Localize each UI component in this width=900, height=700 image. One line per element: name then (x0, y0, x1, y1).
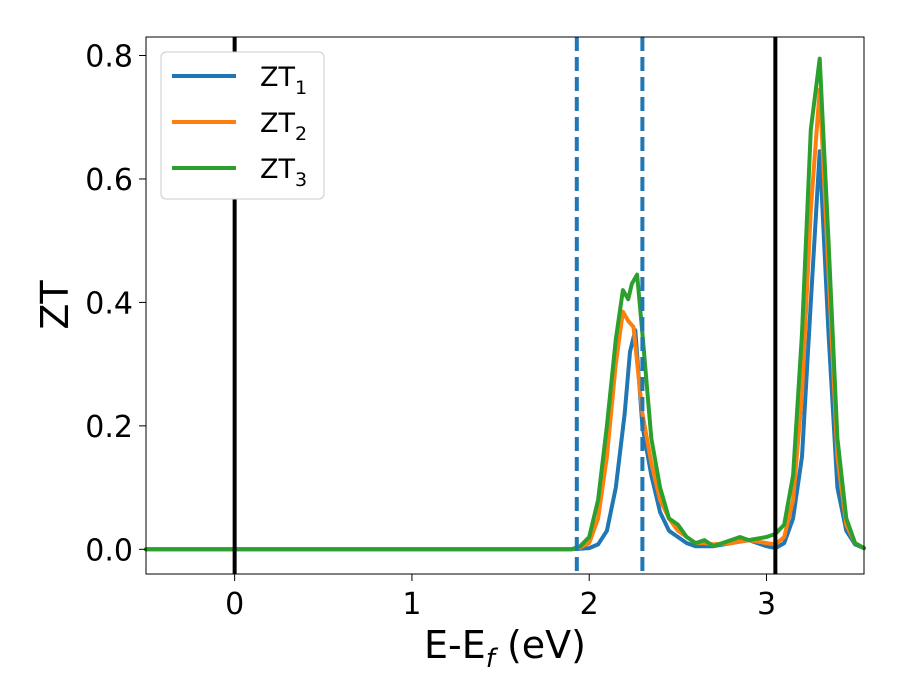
x-axis-title: E-Ef (eV) (424, 623, 586, 674)
x-tick-label: 0 (225, 587, 244, 622)
y-axis-title: ZT (33, 280, 77, 330)
x-axis-ticks: 0 1 2 3 (225, 574, 776, 622)
plot-frame (145, 36, 865, 575)
series-line-1 (144, 149, 866, 552)
y-tick-label: 0.8 (85, 40, 133, 75)
x-tick-label: 1 (402, 587, 421, 622)
legend-label-main: ZT (260, 154, 295, 185)
legend-box (160, 51, 325, 200)
x-axis-title-suffix: (eV) (495, 623, 586, 667)
legend-label-subscript: 3 (295, 169, 307, 191)
y-axis-ticks: 0.0 0.2 0.4 0.6 0.8 (85, 40, 146, 568)
legend-label-main: ZT (260, 62, 295, 93)
y-tick-label: 0.4 (85, 286, 133, 321)
series-layer (144, 56, 866, 552)
legend-label-2: ZT2 (260, 108, 307, 145)
x-axis-title-main: E-E (424, 623, 486, 667)
legend-label-subscript: 1 (295, 77, 307, 99)
series-line-3 (144, 56, 866, 552)
y-tick-label: 0.0 (85, 533, 133, 568)
x-tick-label: 3 (757, 587, 776, 622)
x-tick-label: 2 (580, 587, 599, 622)
y-tick-label: 0.6 (85, 163, 133, 198)
y-tick-label: 0.2 (85, 410, 133, 445)
legend-label-1: ZT1 (260, 62, 307, 99)
legend-label-3: ZT3 (260, 154, 307, 191)
legend-label-subscript: 2 (295, 123, 307, 145)
legend-label-main: ZT (260, 108, 295, 139)
